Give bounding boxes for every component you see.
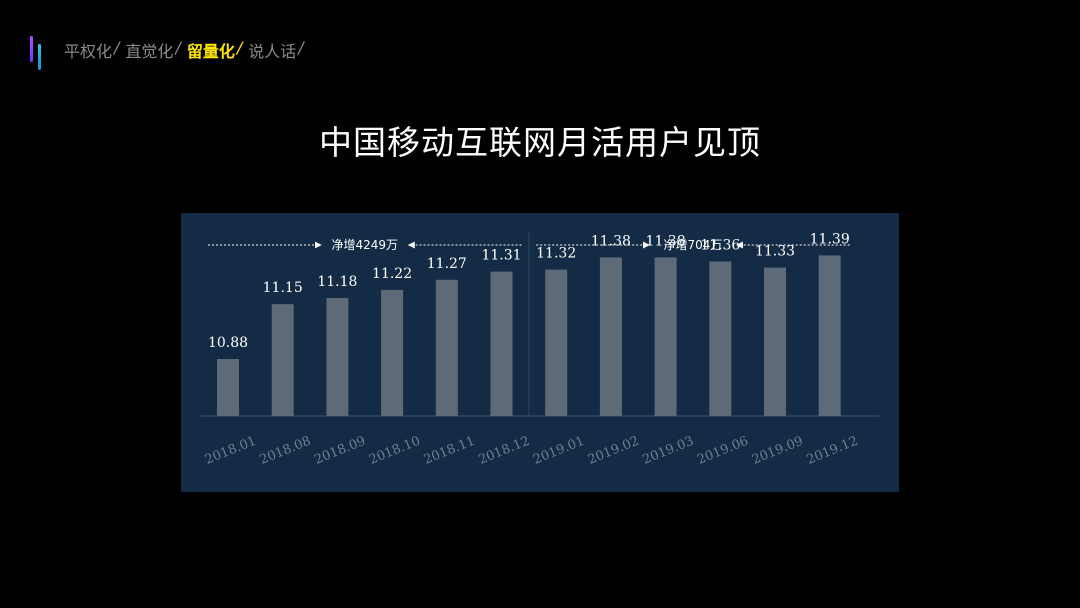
tick-label: 2018.08: [258, 434, 313, 468]
data-label: 11.15: [263, 280, 303, 296]
data-label: 11.22: [372, 266, 412, 282]
tick-label: 2019.02: [586, 434, 641, 468]
page-title: 中国移动互联网月活用户见顶: [319, 123, 761, 162]
data-label: 11.18: [317, 274, 357, 290]
nav-item-liulianghua[interactable]: 留量化: [186, 42, 235, 61]
nav-separator: /: [236, 38, 243, 57]
nav-separator: /: [298, 38, 304, 57]
data-label: 11.33: [755, 244, 795, 260]
tick-label: 2018.11: [422, 434, 477, 468]
tick-label: 2019.03: [641, 434, 696, 468]
data-label: 11.36: [700, 237, 740, 253]
bar: [435, 279, 458, 416]
breadcrumb: 平权化 / 直觉化 / 留量化 / 说人话 /: [64, 38, 308, 62]
tick-label: 2019.09: [750, 434, 805, 468]
tick-label: 2019.01: [531, 434, 586, 468]
tick-label: 2018.12: [476, 434, 531, 468]
nav-separator: /: [114, 38, 120, 57]
bar: [271, 304, 294, 416]
data-label: 11.38: [646, 233, 686, 249]
bar: [818, 255, 841, 416]
data-label: 11.32: [536, 246, 576, 262]
tick-label: 2019.06: [695, 434, 750, 468]
bar: [545, 269, 568, 416]
annotation-text: 净增4249万: [331, 238, 398, 252]
bar: [764, 267, 786, 416]
data-label: 11.38: [591, 233, 631, 249]
bar: [599, 257, 622, 416]
data-label: 11.39: [810, 231, 850, 247]
tick-label: 2018.09: [312, 434, 367, 468]
data-label: 10.88: [208, 335, 248, 351]
nav-item-shuorenhua[interactable]: 说人话: [248, 42, 297, 61]
tick-label: 2018.10: [367, 434, 422, 468]
bar: [326, 298, 349, 416]
bar: [217, 359, 239, 416]
bar-chart: 10.88 2018.01 11.15 2018.08 11.18 2018.09 11.2…: [201, 231, 879, 468]
nav-separator: /: [175, 38, 181, 57]
data-label: 11.27: [427, 256, 467, 272]
bar: [381, 289, 404, 416]
chart-panel: 10.88 2018.01 11.15 2018.08 11.18 2018.09 11.2…: [181, 213, 899, 492]
logo-bar-cyan: [38, 44, 41, 70]
annotation-text: 净增704万: [663, 238, 722, 252]
data-label: 11.31: [481, 248, 521, 264]
tick-label: 2019.12: [805, 434, 860, 468]
nav-item-pingquanhua[interactable]: 平权化: [64, 42, 113, 61]
bar: [654, 257, 677, 416]
logo-bar-purple: [30, 36, 33, 62]
nav-item-zhijuehua[interactable]: 直觉化: [125, 42, 174, 61]
tick-label: 2018.01: [203, 434, 258, 468]
bar: [709, 261, 732, 416]
bar: [490, 271, 513, 416]
